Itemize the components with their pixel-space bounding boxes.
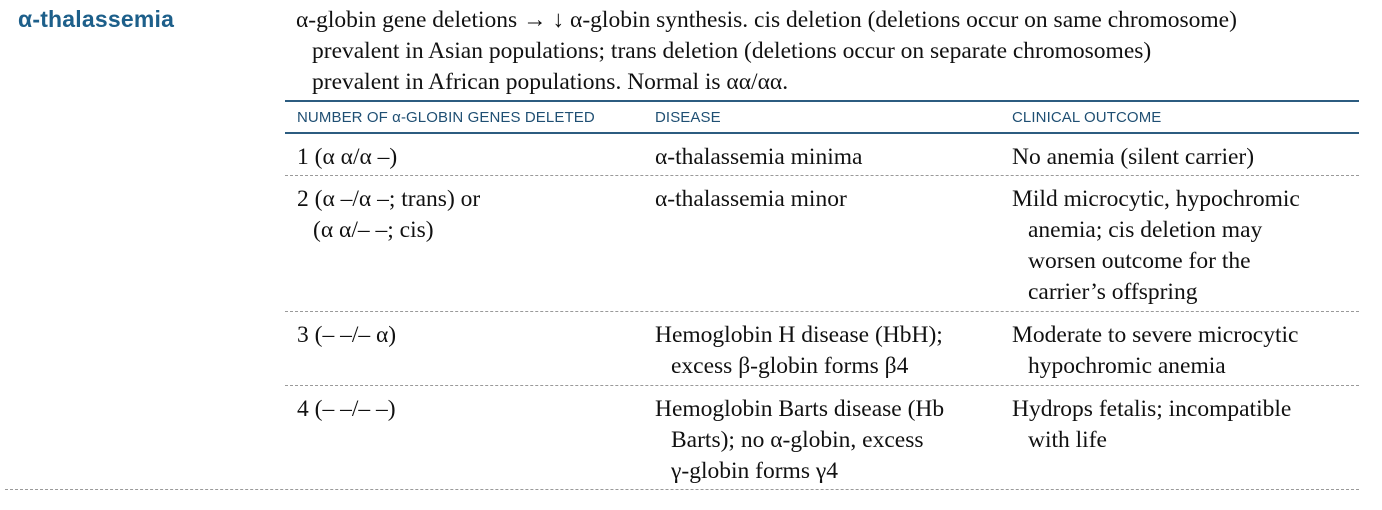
- table-row: 1 (α α/α –) α-thalassemia minima No anem…: [285, 134, 1359, 176]
- cell-line: Hemoglobin H disease (HbH);: [655, 322, 943, 348]
- cell-line: (α α/– –; cis): [313, 217, 434, 243]
- cell-line: 2 (α –/α –; trans) or: [297, 186, 481, 212]
- intro-line-1: α-globin gene deletions → ↓ α-globin syn…: [296, 7, 1237, 33]
- header-clinical-outcome: CLINICAL OUTCOME: [1012, 109, 1162, 126]
- cell-line: α-thalassemia minima: [655, 144, 863, 170]
- cell-line: No anemia (silent carrier): [1012, 144, 1255, 170]
- cell-genes-deleted: 1 (α α/α –): [297, 142, 397, 173]
- cell-line: Hydrops fetalis; incompatible: [1012, 396, 1292, 422]
- table-row: 2 (α –/α –; trans) or (α α/– –; cis) α-t…: [285, 176, 1359, 312]
- cell-line: worsen outcome for the: [1028, 248, 1251, 274]
- table-header-row: NUMBER OF α-GLOBIN GENES DELETED DISEASE…: [285, 102, 1359, 134]
- cell-line: Hemoglobin Barts disease (Hb: [655, 396, 945, 422]
- cell-clinical-outcome: No anemia (silent carrier): [1012, 142, 1254, 173]
- cell-line: 4 (– –/– –): [297, 396, 396, 422]
- cell-disease: α-thalassemia minor: [655, 184, 847, 215]
- cell-line: carrier’s offspring: [1028, 279, 1198, 305]
- cell-clinical-outcome: Moderate to severe microcytic hypochromi…: [1012, 320, 1298, 382]
- header-disease: DISEASE: [655, 109, 721, 126]
- cell-genes-deleted: 4 (– –/– –): [297, 394, 396, 425]
- cell-disease: α-thalassemia minima: [655, 142, 862, 173]
- cell-line: γ-globin forms γ4: [671, 458, 838, 484]
- cell-line: Moderate to severe microcytic: [1012, 322, 1299, 348]
- cell-line: with life: [1028, 427, 1107, 453]
- cell-line: 3 (– –/– α): [297, 322, 397, 348]
- intro-line-3: prevalent in African populations. Normal…: [312, 69, 789, 95]
- table-row: 3 (– –/– α) Hemoglobin H disease (HbH); …: [285, 312, 1359, 386]
- table-top-rule: [285, 100, 1359, 102]
- cell-clinical-outcome: Hydrops fetalis; incompatible with life: [1012, 394, 1291, 456]
- intro-line-2: prevalent in Asian populations; trans de…: [312, 38, 1152, 64]
- cell-genes-deleted: 2 (α –/α –; trans) or (α α/– –; cis): [297, 184, 480, 246]
- deletion-table: NUMBER OF α-GLOBIN GENES DELETED DISEASE…: [285, 100, 1359, 490]
- cell-disease: Hemoglobin Barts disease (Hb Barts); no …: [655, 394, 944, 487]
- cell-line: anemia; cis deletion may: [1028, 217, 1263, 243]
- cell-genes-deleted: 3 (– –/– α): [297, 320, 396, 351]
- section-heading: α-thalassemia: [18, 6, 175, 32]
- cell-line: hypochromic anemia: [1028, 353, 1226, 379]
- intro-paragraph: α-globin gene deletions → ↓ α-globin syn…: [296, 5, 1371, 98]
- cell-disease: Hemoglobin H disease (HbH); excess β-glo…: [655, 320, 943, 382]
- cell-line: excess β-globin forms β4: [671, 353, 909, 379]
- cell-line: α-thalassemia minor: [655, 186, 847, 212]
- section-bottom-rule: [5, 489, 1359, 490]
- cell-line: Barts); no α-globin, excess: [671, 427, 924, 453]
- header-genes-deleted: NUMBER OF α-GLOBIN GENES DELETED: [297, 109, 595, 126]
- table-row: 4 (– –/– –) Hemoglobin Barts disease (Hb…: [285, 386, 1359, 490]
- cell-line: 1 (α α/α –): [297, 144, 398, 170]
- cell-line: Mild microcytic, hypochromic: [1012, 186, 1300, 212]
- cell-clinical-outcome: Mild microcytic, hypochromic anemia; cis…: [1012, 184, 1300, 308]
